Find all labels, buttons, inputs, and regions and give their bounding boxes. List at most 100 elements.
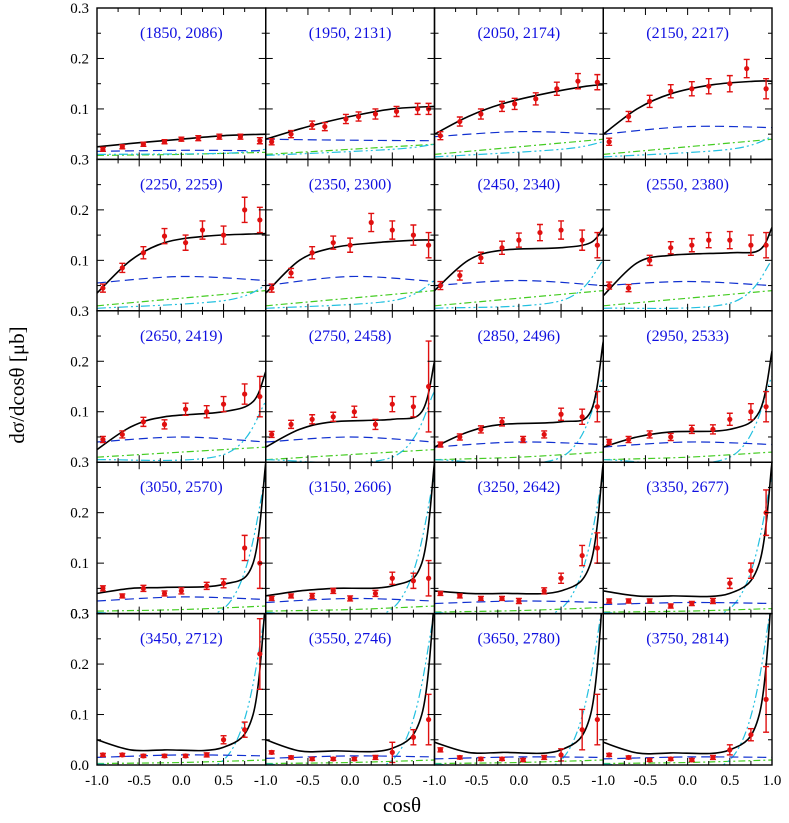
data-marker	[410, 404, 417, 410]
curve-component-a	[434, 441, 604, 448]
data-point	[558, 407, 565, 422]
data-point	[625, 598, 632, 604]
data-marker	[288, 754, 294, 761]
curve-total	[434, 340, 604, 448]
data-marker	[415, 106, 421, 112]
data-point	[536, 223, 543, 242]
data-point	[393, 105, 400, 118]
data-marker	[558, 227, 564, 233]
panel-plot-area	[603, 58, 772, 158]
data-marker	[269, 139, 275, 145]
data-marker	[541, 754, 547, 761]
data-marker	[647, 757, 653, 763]
data-point	[606, 598, 613, 604]
curve-component-b	[265, 143, 435, 156]
panel-label: (2350, 2300)	[309, 176, 392, 193]
data-marker	[119, 431, 125, 438]
data-point	[288, 129, 295, 139]
curve-component-a	[97, 149, 266, 152]
data-marker	[457, 118, 463, 125]
data-marker	[625, 754, 632, 761]
data-point	[726, 74, 733, 93]
data-marker	[140, 419, 147, 425]
data-point	[705, 231, 712, 249]
data-marker	[182, 753, 189, 759]
data-point	[330, 235, 337, 250]
y-tick-label: 0.3	[70, 607, 89, 623]
curve-total	[603, 462, 772, 598]
data-marker	[368, 219, 374, 226]
data-marker	[710, 598, 716, 604]
data-point	[99, 283, 106, 293]
panel-label: (2450, 2340)	[478, 176, 561, 193]
data-marker	[437, 133, 444, 139]
data-point	[220, 225, 227, 245]
data-point	[579, 708, 586, 751]
panel-5: (2250, 2259)	[96, 158, 267, 312]
data-point	[347, 595, 354, 602]
data-marker	[763, 404, 769, 410]
data-point	[579, 544, 586, 567]
data-point	[477, 425, 484, 434]
data-marker	[516, 598, 522, 604]
data-marker	[269, 595, 275, 602]
panel-label: (1950, 2131)	[309, 25, 392, 42]
curve-component-c	[97, 151, 266, 156]
data-point	[330, 587, 337, 595]
data-point	[268, 283, 275, 293]
curve-component-c	[97, 290, 266, 307]
data-point	[625, 110, 632, 123]
data-point	[520, 435, 527, 444]
data-marker	[689, 426, 695, 432]
data-marker	[372, 590, 379, 597]
y-tick-label: 0.1	[70, 253, 89, 269]
data-marker	[351, 409, 357, 415]
panel-4: (2150, 2217)	[602, 7, 773, 161]
data-point	[256, 206, 263, 234]
data-point	[268, 138, 275, 146]
panel-plot-area	[97, 196, 266, 309]
data-point	[763, 665, 770, 733]
panel-plot-area	[434, 462, 604, 614]
y-tick-label: 0.1	[70, 708, 89, 724]
panel-plot-area	[434, 72, 604, 158]
data-marker	[647, 598, 653, 604]
data-point	[330, 411, 337, 423]
data-marker	[309, 416, 315, 422]
axes-labels-layer: 0.3 0.2 0.1 0.3 0.2 0.1 0.3 0.2 0.1 0.3 0.2 0.1 0.3 0…	[70, 1, 781, 789]
data-point	[625, 435, 632, 444]
panel-7: (2450, 2340)	[433, 158, 604, 312]
curve-component-a	[603, 125, 772, 135]
data-marker	[347, 595, 353, 602]
panel-15: (3250, 2642)	[433, 461, 604, 615]
data-point	[241, 196, 248, 224]
data-point	[763, 77, 770, 100]
data-point	[389, 571, 396, 586]
data-point	[437, 441, 444, 448]
data-point	[747, 562, 754, 579]
curve-component-a	[97, 596, 266, 602]
data-point	[161, 139, 168, 145]
data-marker	[558, 411, 564, 417]
data-marker	[594, 79, 600, 85]
panel-1: (1850, 2086)	[96, 7, 267, 161]
curve-component-c	[265, 143, 435, 155]
data-marker	[689, 600, 695, 607]
curve-total	[265, 239, 435, 294]
data-point	[499, 595, 505, 602]
curve-component-c	[265, 759, 435, 765]
panel-plot-area	[97, 371, 266, 462]
data-point	[119, 430, 126, 439]
data-marker	[457, 434, 463, 440]
panel-17: (3450, 2712)	[96, 612, 267, 766]
data-marker	[763, 86, 769, 92]
data-point	[541, 430, 548, 439]
curve-total	[265, 462, 435, 597]
data-point	[178, 136, 185, 142]
x-axis-title: cosθ	[383, 793, 421, 817]
curve-total	[97, 371, 266, 451]
data-marker	[763, 696, 769, 702]
data-point	[667, 240, 674, 255]
data-point	[309, 246, 316, 260]
